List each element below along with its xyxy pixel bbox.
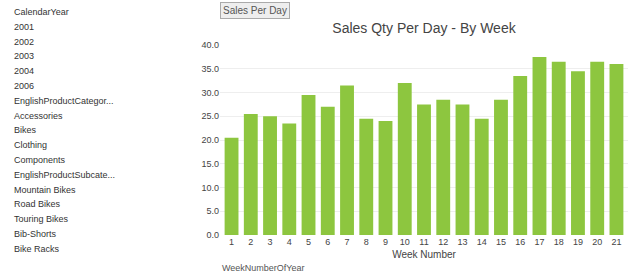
svg-text:2003: 2003 [14, 51, 34, 61]
svg-text:8: 8 [364, 237, 369, 247]
svg-text:20.0: 20.0 [201, 135, 219, 145]
svg-text:40.0: 40.0 [201, 40, 219, 50]
svg-text:Components: Components [14, 155, 66, 165]
svg-text:10: 10 [400, 237, 410, 247]
svg-text:9: 9 [383, 237, 388, 247]
svg-text:2006: 2006 [14, 81, 34, 91]
svg-text:35.0: 35.0 [201, 64, 219, 74]
svg-text:Mountain Bikes: Mountain Bikes [14, 185, 76, 195]
svg-text:Touring Bikes: Touring Bikes [14, 214, 69, 224]
svg-text:30.0: 30.0 [201, 88, 219, 98]
svg-text:21: 21 [611, 237, 621, 247]
svg-text:13: 13 [457, 237, 467, 247]
svg-text:15: 15 [496, 237, 506, 247]
svg-text:10.0: 10.0 [201, 183, 219, 193]
svg-text:19: 19 [573, 237, 583, 247]
svg-text:16: 16 [515, 237, 525, 247]
svg-text:5: 5 [306, 237, 311, 247]
svg-text:Sales Qty Per Day - By Week: Sales Qty Per Day - By Week [332, 20, 516, 36]
svg-text:3: 3 [268, 237, 273, 247]
svg-text:2: 2 [248, 237, 253, 247]
svg-text:CalendarYear: CalendarYear [14, 7, 69, 17]
svg-text:4: 4 [287, 237, 292, 247]
svg-text:12: 12 [438, 237, 448, 247]
svg-text:Bikes: Bikes [14, 125, 37, 135]
svg-text:Bib-Shorts: Bib-Shorts [14, 229, 57, 239]
svg-text:WeekNumberOfYear: WeekNumberOfYear [222, 263, 305, 273]
svg-text:2004: 2004 [14, 66, 34, 76]
svg-text:0.0: 0.0 [206, 230, 219, 240]
svg-text:Road Bikes: Road Bikes [14, 199, 61, 209]
svg-text:25.0: 25.0 [201, 111, 219, 121]
svg-text:2001: 2001 [14, 22, 34, 32]
svg-text:Clothing: Clothing [14, 140, 47, 150]
svg-text:5.0: 5.0 [206, 206, 219, 216]
svg-text:EnglishProductSubcate...: EnglishProductSubcate... [14, 170, 115, 180]
svg-text:18: 18 [554, 237, 564, 247]
svg-text:7: 7 [345, 237, 350, 247]
svg-text:15.0: 15.0 [201, 159, 219, 169]
svg-text:11: 11 [419, 237, 428, 247]
svg-text:2002: 2002 [14, 37, 34, 47]
svg-text:17: 17 [534, 237, 544, 247]
svg-text:Accessories: Accessories [14, 111, 63, 121]
svg-text:14: 14 [477, 237, 487, 247]
svg-text:20: 20 [592, 237, 602, 247]
svg-text:Week Number: Week Number [392, 249, 456, 260]
svg-text:Bike Racks: Bike Racks [14, 244, 60, 254]
svg-text:1: 1 [229, 237, 234, 247]
svg-text:6: 6 [325, 237, 330, 247]
svg-text:Sales Per Day: Sales Per Day [223, 5, 287, 16]
svg-text:EnglishProductCategor...: EnglishProductCategor... [14, 96, 114, 106]
